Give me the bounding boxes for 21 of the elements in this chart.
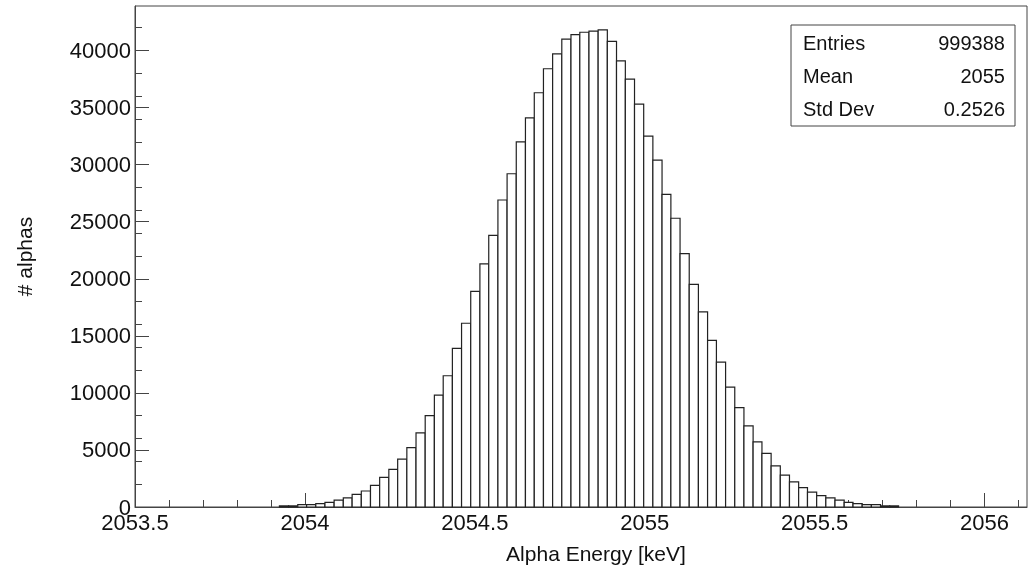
x-tick-label: 2054 [280, 509, 330, 535]
y-axis-title: # alphas [13, 216, 36, 297]
annotation: 2055 [960, 64, 1005, 87]
x-tick-label: 2055 [620, 509, 670, 535]
y-tick-label: 20000 [69, 266, 131, 292]
x-tick-label: 2055.5 [780, 509, 849, 535]
x-tick-label: 2054.5 [441, 509, 509, 535]
y-tick-label: 5000 [82, 437, 131, 463]
y-tick-label: 15000 [69, 323, 131, 349]
annotation: 0.2526 [943, 97, 1005, 120]
annotation: 999388 [938, 31, 1005, 54]
y-tick-label: 25000 [69, 209, 131, 235]
y-tick-label: 10000 [69, 380, 131, 406]
x-axis-title: Alpha Energy [keV] [506, 542, 686, 565]
annotation: Std Dev [803, 97, 875, 120]
annotation: Mean [803, 64, 854, 87]
y-tick-label: 40000 [69, 38, 131, 64]
y-tick-label: 35000 [69, 95, 131, 121]
y-tick-label: 30000 [69, 152, 131, 178]
annotation: Entries [803, 31, 866, 54]
x-tick-label: 2056 [960, 509, 1009, 535]
